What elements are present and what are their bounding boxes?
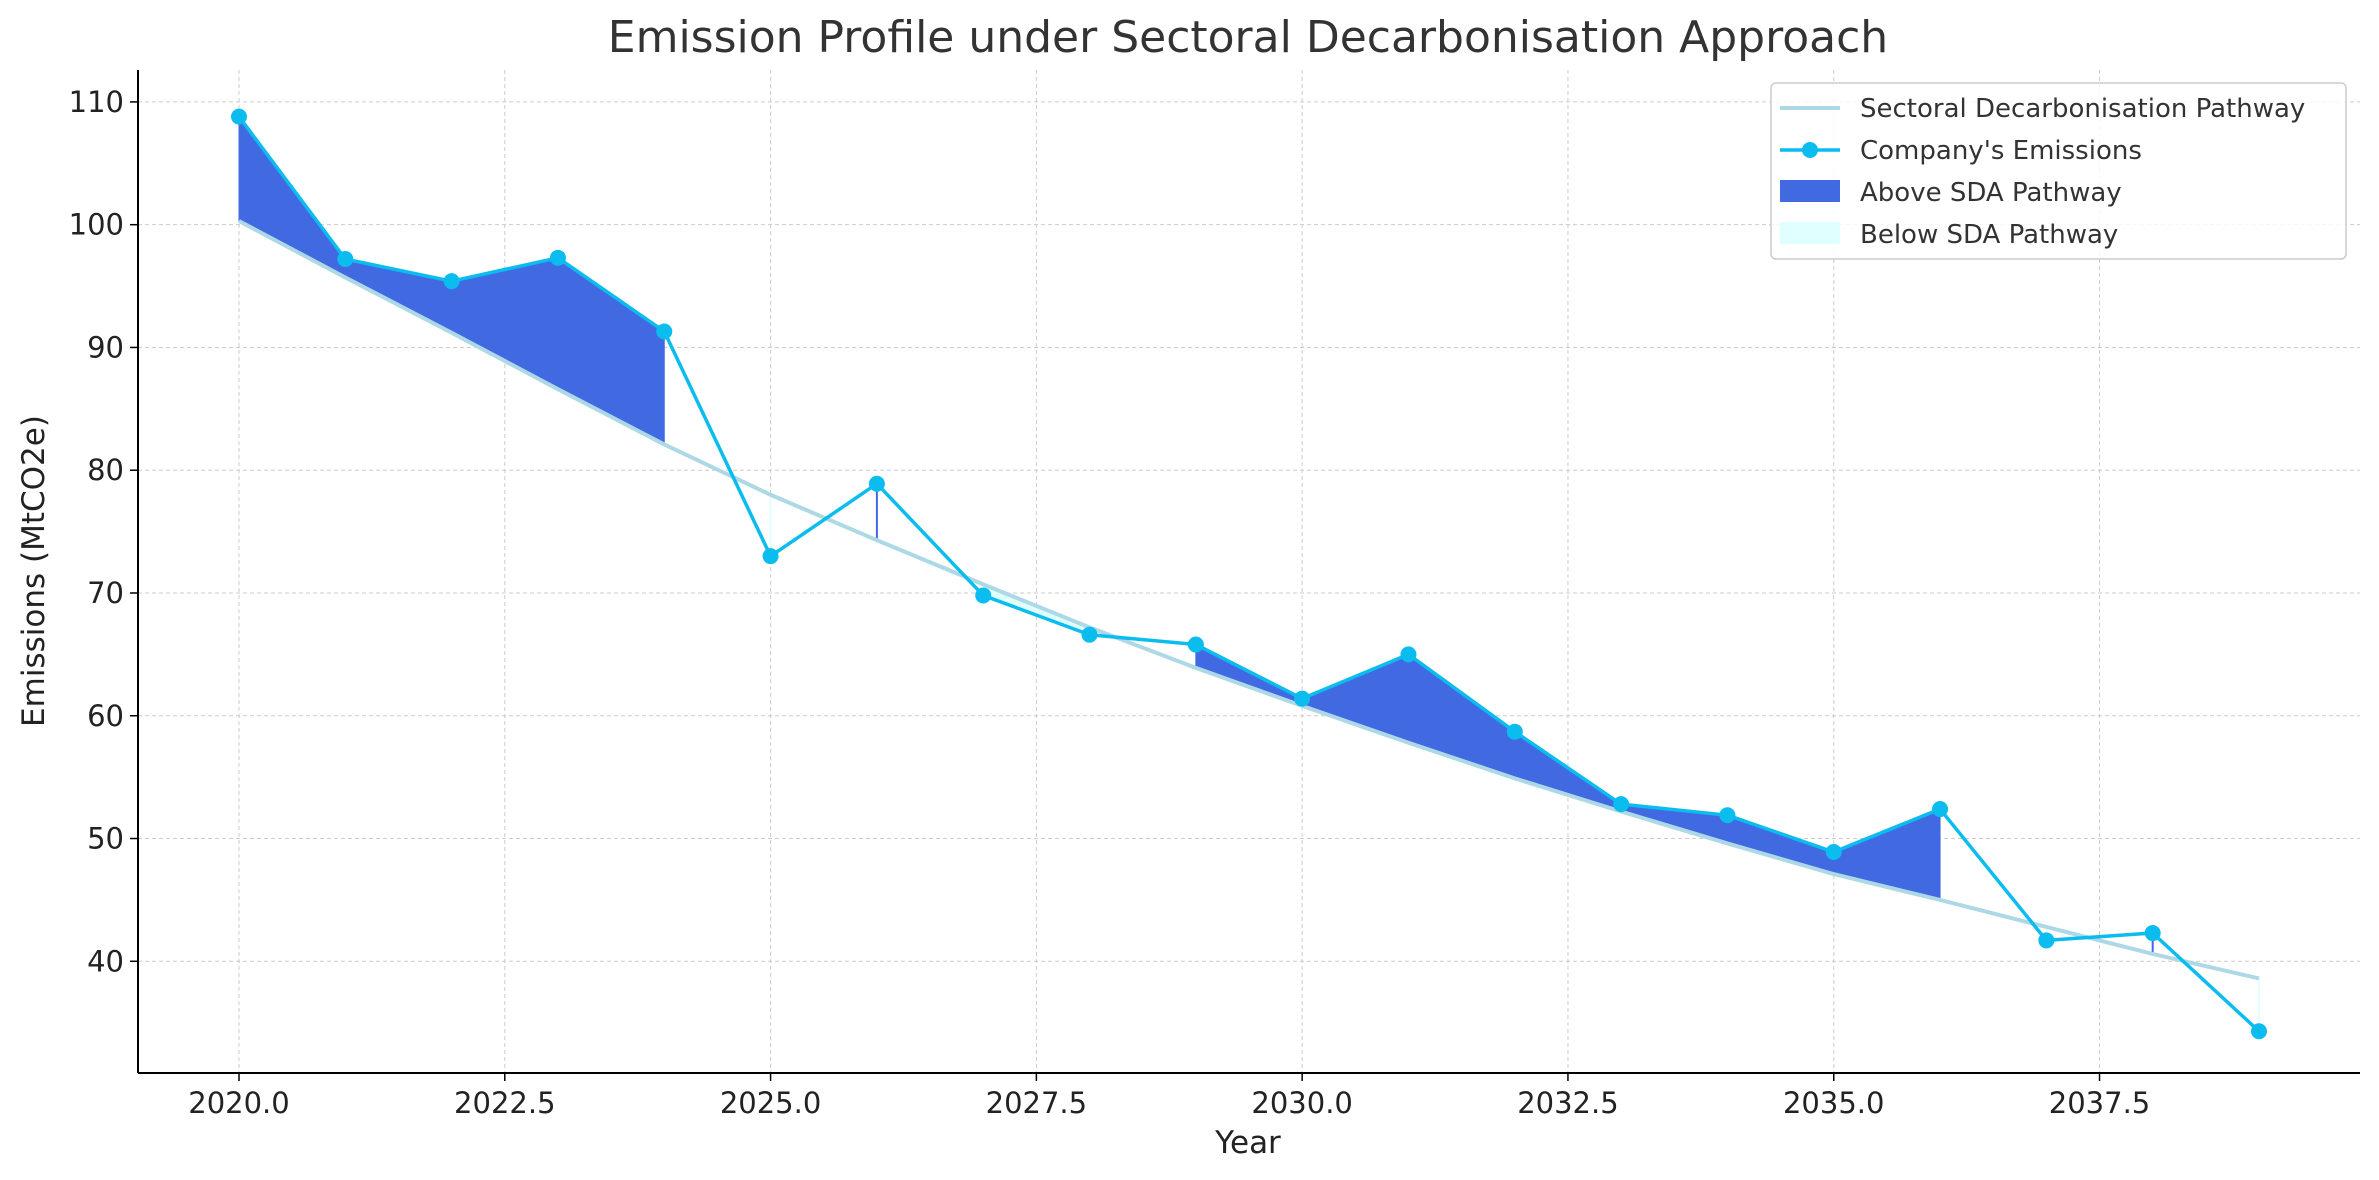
series-layer <box>237 115 2261 1033</box>
company-emissions-point <box>1400 646 1417 663</box>
y-tick-label: 50 <box>87 822 124 856</box>
legend-marker-company <box>1802 142 1818 158</box>
x-tick-label: 2022.5 <box>454 1086 555 1120</box>
legend-swatch-below <box>1780 222 1840 244</box>
company-emissions-line <box>237 115 2261 1033</box>
x-tick-label: 2025.0 <box>720 1086 821 1120</box>
legend-frame <box>1770 82 2347 260</box>
company-emissions-point <box>762 548 779 565</box>
x-tick-label: 2035.0 <box>1783 1086 1884 1120</box>
legend-label-company: Company's Emissions <box>1860 136 2142 166</box>
y-axis-title: Emissions (MtCO2e) <box>16 415 52 727</box>
company-emissions-point <box>1825 844 1842 861</box>
legend: Sectoral Decarbonisation Pathway Company… <box>1770 82 2347 260</box>
chart-title: Emission Profile under Sectoral Decarbon… <box>608 12 1888 63</box>
company-emissions-point <box>231 108 247 125</box>
legend-swatch-above <box>1780 180 1840 202</box>
x-tick-label: 2020.0 <box>188 1086 289 1120</box>
company-emissions-point <box>1506 723 1523 740</box>
y-axis-ticks: 40 50 60 70 80 90 100 110 <box>69 85 138 978</box>
company-emissions-point <box>2144 925 2161 942</box>
y-tick-label: 80 <box>87 453 124 487</box>
y-tick-label: 60 <box>87 699 124 733</box>
company-emissions-point <box>1719 807 1736 824</box>
x-tick-label: 2032.5 <box>1517 1086 1618 1120</box>
company-emissions-point <box>1081 626 1098 643</box>
company-emissions-point <box>1294 690 1311 707</box>
sda-pathway-line <box>238 219 2260 981</box>
company-emissions-point <box>1932 801 1949 818</box>
company-emissions-point <box>2038 932 2055 949</box>
company-emissions-point <box>1613 796 1630 813</box>
company-emissions-point <box>2251 1023 2267 1040</box>
company-emissions-point <box>443 273 460 290</box>
y-tick-label: 90 <box>87 330 124 364</box>
company-emissions-point <box>337 251 354 268</box>
company-emissions-point <box>975 587 992 604</box>
y-tick-label: 110 <box>69 85 124 119</box>
x-axis-ticks: 2020.0 2022.5 2025.0 2027.5 2030.0 2032.5 2035… <box>188 1073 2150 1120</box>
company-emissions-point <box>549 249 566 266</box>
x-axis-title: Year <box>1214 1125 1281 1161</box>
company-emissions-point <box>1187 636 1204 653</box>
legend-label-above: Above SDA Pathway <box>1860 178 2122 208</box>
legend-label-below: Below SDA Pathway <box>1860 220 2118 250</box>
legend-label-pathway: Sectoral Decarbonisation Pathway <box>1860 94 2305 124</box>
x-tick-label: 2037.5 <box>2049 1086 2150 1120</box>
x-tick-label: 2030.0 <box>1251 1086 1352 1120</box>
y-tick-label: 40 <box>87 944 124 978</box>
company-emissions-point <box>868 475 885 492</box>
marker-layer <box>231 108 2267 1040</box>
y-tick-label: 70 <box>87 576 124 610</box>
company-emissions-point <box>656 323 673 340</box>
x-tick-label: 2027.5 <box>986 1086 1087 1120</box>
y-tick-label: 100 <box>69 208 124 242</box>
